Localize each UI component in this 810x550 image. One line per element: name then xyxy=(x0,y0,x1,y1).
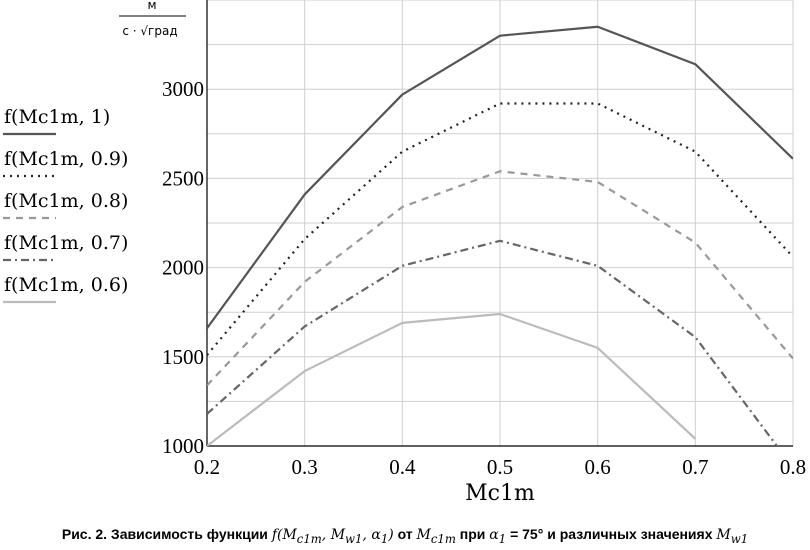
y-tick-label: 2500 xyxy=(162,166,204,190)
y-tick-label: 1500 xyxy=(162,345,204,369)
series-line-5 xyxy=(207,312,697,446)
x-axis-label: Mc1m xyxy=(465,481,535,506)
legend-label-5: f(Mc1m, 0.6) xyxy=(4,274,128,296)
x-tick-label: 0.3 xyxy=(292,455,318,479)
legend-label-3: f(Mc1m, 0.8) xyxy=(4,190,128,212)
series-line-3 xyxy=(207,170,793,387)
caption-mc1m: Mc1m xyxy=(416,527,456,546)
caption-rest: и различных значениях xyxy=(543,526,717,542)
tick-labels: 0.2 0.3 0.4 0.5 0.6 0.7 0.8 1000 1500 2000 2500 300… xyxy=(162,77,806,479)
y-unit-numerator: м xyxy=(147,0,156,12)
series-line-4 xyxy=(207,239,779,446)
legend-label-4: f(Mc1m, 0.7) xyxy=(4,232,128,254)
caption-mw1: Mw1 xyxy=(716,527,749,546)
legend-label-2: f(Mc1m, 0.9) xyxy=(4,148,128,170)
axes xyxy=(206,0,793,447)
y-unit-label: м с · √град xyxy=(119,0,186,38)
series-group xyxy=(207,25,793,446)
legend: f(Mc1m, 1) f(Mc1m, 0.9) f(Mc1m, 0.8) f(Mc1m… xyxy=(3,106,128,304)
x-tick-label: 0.6 xyxy=(585,455,611,479)
y-tick-label: 2000 xyxy=(162,256,204,280)
y-unit-denominator: с · √град xyxy=(122,24,177,38)
caption-alpha: α1 xyxy=(489,527,507,546)
caption-from: от xyxy=(393,526,417,542)
figure-caption: Рис. 2. Зависимость функции f(Mc1m, Mw1,… xyxy=(0,526,810,546)
caption-at: при xyxy=(455,526,490,542)
y-tick-label: 3000 xyxy=(162,77,204,101)
y-tick-label: 1000 xyxy=(162,434,204,458)
caption-function: f(Mc1m, Mw1, α1) xyxy=(271,527,394,546)
x-tick-label: 0.2 xyxy=(194,455,220,479)
grid xyxy=(206,0,794,447)
legend-label-1: f(Mc1m, 1) xyxy=(4,106,110,128)
x-tick-label: 0.7 xyxy=(682,455,708,479)
caption-prefix: Рис. 2. Зависимость функции xyxy=(61,526,272,542)
x-tick-label: 0.4 xyxy=(389,455,416,479)
series-line-1 xyxy=(207,25,793,329)
caption-alpha-value: = 75° xyxy=(506,526,544,542)
x-tick-label: 0.8 xyxy=(780,455,806,479)
x-tick-label: 0.5 xyxy=(487,455,513,479)
chart: 0.2 0.3 0.4 0.5 0.6 0.7 0.8 1000 1500 2000 2500 300… xyxy=(3,0,806,506)
